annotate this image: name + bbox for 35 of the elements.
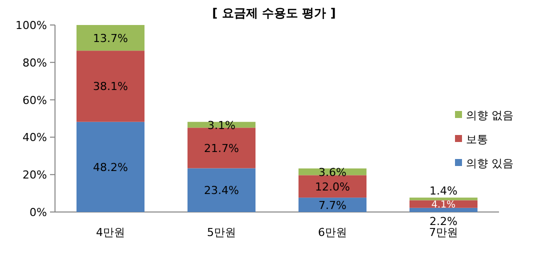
data-label: 48.2% [93,160,128,174]
data-label: 3.6% [318,166,346,179]
data-label: 7.7% [318,198,346,212]
bar [410,200,478,208]
y-tick-label: 20% [22,168,47,182]
legend-label: 보통 [466,133,488,146]
data-label: 1.4% [430,184,458,198]
data-label: 4.1% [431,200,456,211]
data-label: 23.4% [204,184,239,198]
bar [188,128,256,168]
x-tick-label: 5만원 [207,226,236,239]
data-label: 21.7% [204,142,239,155]
bar [298,175,366,198]
x-tick-label: 6만원 [318,226,347,239]
bar [298,198,366,212]
bar [410,198,478,200]
legend-label: 의향 없음 [466,109,514,122]
data-label: 13.7% [93,32,128,45]
data-label: 2.2% [430,215,458,228]
bar [188,168,256,212]
y-tick-label: 60% [22,94,47,107]
data-label: 12.0% [315,180,350,194]
y-tick-label: 0% [30,206,47,219]
bar [410,208,478,212]
data-label: 38.1% [93,80,128,94]
y-tick-label: 100% [16,19,47,32]
bar [76,50,144,122]
bar [76,25,144,51]
chart-title: [ 요금제 수용도 평가 ] [212,6,336,20]
bar [76,122,144,212]
y-tick-label: 80% [22,56,47,70]
x-tick-label: 4만원 [96,226,125,239]
y-tick-label: 40% [22,131,47,144]
x-tick-label: 7만원 [429,226,458,239]
legend-label: 의향 있음 [466,157,514,170]
